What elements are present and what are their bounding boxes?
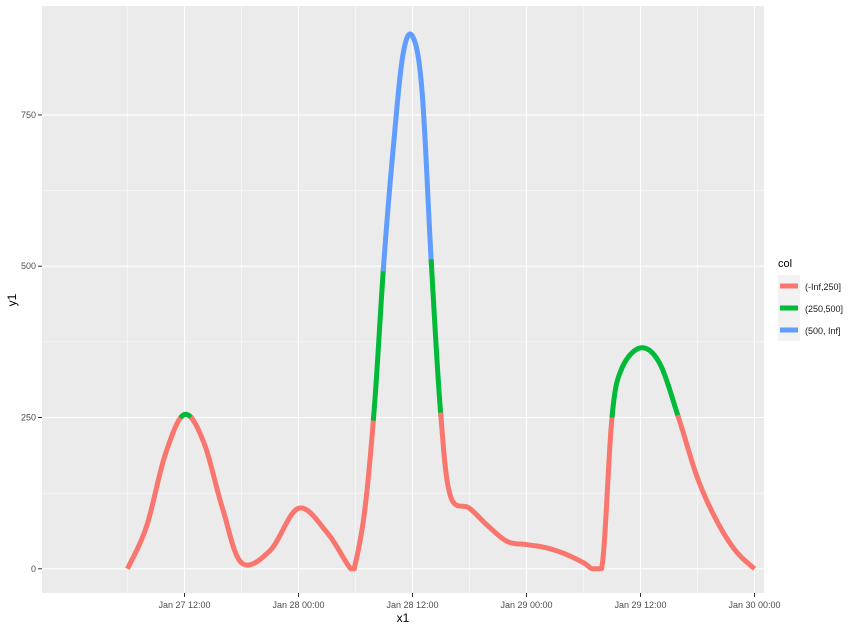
x-tick-label: Jan 28 12:00 (386, 600, 438, 610)
series-line-low (125, 415, 184, 571)
legend-title: col (778, 258, 792, 270)
x-tick-label: Jan 29 00:00 (500, 600, 552, 610)
series-line (125, 31, 757, 572)
legend-label-mid: (250,500] (805, 304, 843, 314)
y-axis-label: y1 (5, 293, 19, 306)
y-tick-label: 750 (21, 110, 36, 120)
series-line-low (438, 412, 615, 572)
series-line-high (380, 31, 434, 272)
y-tick-label: 0 (31, 564, 36, 574)
x-tick-label: Jan 27 12:00 (158, 600, 210, 610)
series-line-mid (178, 411, 194, 420)
series-line-low (675, 414, 757, 571)
x-tick-label: Jan 30 00:00 (728, 600, 780, 610)
legend-label-low: (-Inf,250] (805, 282, 841, 292)
series-line-mid (370, 265, 387, 421)
x-axis-label: x1 (397, 611, 410, 625)
y-tick-label: 500 (21, 261, 36, 271)
axes: 0 250 500 750 Jan 27 12:00 Jan 28 00:00 Jan 28… (21, 110, 781, 610)
series-line-low (188, 415, 377, 572)
x-tick-label: Jan 28 00:00 (272, 600, 324, 610)
series-line-mid (428, 259, 444, 418)
series-line-mid (609, 345, 681, 419)
grid (42, 6, 764, 593)
plot-panel (42, 6, 764, 593)
legend: col (-Inf,250] (250,500] (500, Inf] (778, 258, 843, 341)
legend-label-high: (500, Inf] (805, 326, 841, 336)
x-tick-label: Jan 29 12:00 (614, 600, 666, 610)
y-tick-label: 250 (21, 413, 36, 423)
